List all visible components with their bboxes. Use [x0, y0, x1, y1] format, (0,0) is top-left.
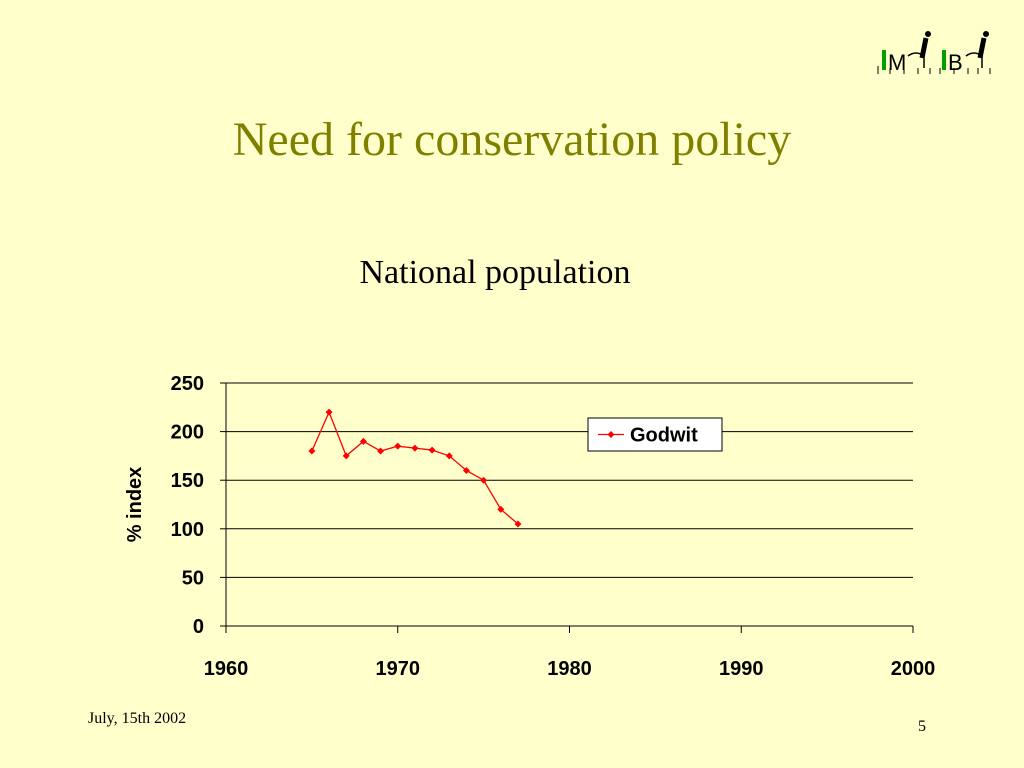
data-point — [342, 452, 350, 460]
x-tick-label: 1990 — [719, 658, 764, 680]
x-tick-label: 1970 — [376, 658, 421, 680]
page-number: 5 — [918, 718, 926, 735]
data-point — [497, 505, 505, 513]
data-point — [359, 437, 367, 445]
data-point — [377, 447, 385, 455]
x-tick-label: 2000 — [891, 658, 936, 680]
mibi-logo: M B — [870, 28, 996, 78]
data-point — [325, 408, 333, 416]
x-tick-label: 1980 — [547, 658, 592, 680]
slide-title: Need for conservation policy — [232, 113, 792, 166]
data-point — [445, 452, 453, 460]
data-point — [411, 444, 419, 452]
svg-text:B: B — [948, 50, 963, 75]
mibi-logo-icon: M B — [877, 31, 991, 75]
data-point — [394, 442, 402, 450]
data-point — [514, 520, 522, 528]
legend-label: Godwit — [630, 425, 698, 447]
chart-title: National population — [359, 254, 631, 291]
y-tick-label: 50 — [182, 567, 204, 589]
data-point — [308, 447, 316, 455]
data-point — [480, 476, 488, 484]
y-tick-label: 250 — [171, 373, 204, 395]
slide-date: July, 15th 2002 — [88, 710, 187, 727]
legend-marker — [607, 431, 615, 438]
data-point — [428, 446, 436, 454]
series-line-0 — [311, 410, 519, 525]
x-tick-label: 1960 — [204, 658, 249, 680]
y-tick-label: 0 — [193, 616, 204, 638]
y-axis-label: % index — [124, 467, 146, 543]
y-tick-label: 100 — [171, 519, 204, 541]
y-tick-label: 150 — [171, 470, 204, 492]
y-tick-label: 200 — [171, 422, 204, 444]
svg-text:M: M — [888, 50, 906, 75]
data-point — [462, 466, 470, 474]
